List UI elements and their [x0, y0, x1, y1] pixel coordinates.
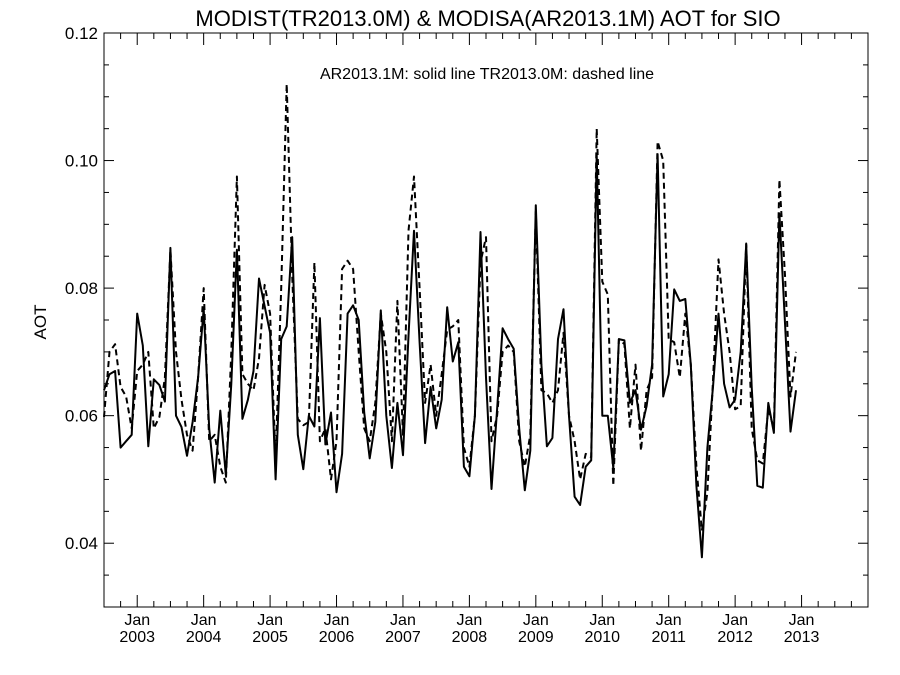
x-tick-label-year: 2005 [252, 629, 288, 646]
x-tick-label-month: Jan [324, 612, 350, 629]
plot-frame [103, 32, 869, 608]
x-tick-label-month: Jan [656, 612, 682, 629]
x-tick-label-year: 2007 [385, 629, 421, 646]
y-tick-label: 0.08 [65, 279, 98, 298]
x-tick-label-year: 2006 [319, 629, 355, 646]
line-style-annotation: AR2013.1M: solid line TR2013.0M: dashed … [320, 66, 654, 83]
x-tick-label-month: Jan [523, 612, 549, 629]
x-tick-label-month: Jan [456, 612, 482, 629]
x-tick-label-year: 2013 [784, 629, 820, 646]
series-layer [103, 83, 797, 559]
x-tick-label-year: 2011 [651, 629, 686, 646]
series-line-tr2013-dashed [103, 83, 797, 532]
x-tick-label-year: 2009 [518, 629, 554, 646]
y-tick-label: 0.04 [65, 534, 98, 553]
ticks-layer: 0.040.060.080.100.12Jan2003Jan2004Jan200… [65, 24, 868, 646]
chart-title: MODIST(TR2013.0M) & MODISA(AR2013.1M) AO… [195, 6, 780, 31]
x-tick-label-year: 2010 [584, 629, 620, 646]
x-tick-label-year: 2003 [119, 629, 155, 646]
x-tick-label-month: Jan [589, 612, 615, 629]
x-tick-label-month: Jan [124, 612, 150, 629]
series-line-ar2013-solid [103, 153, 797, 559]
x-tick-label-month: Jan [390, 612, 416, 629]
x-tick-label-year: 2004 [186, 629, 222, 646]
x-tick-label-month: Jan [257, 612, 283, 629]
y-axis-label: AOT [31, 305, 50, 340]
x-tick-label-month: Jan [191, 612, 217, 629]
x-tick-label-year: 2008 [452, 629, 488, 646]
y-tick-label: 0.12 [65, 24, 98, 43]
x-tick-label-month: Jan [789, 612, 815, 629]
x-tick-label-month: Jan [722, 612, 748, 629]
y-tick-label: 0.06 [65, 407, 98, 426]
x-tick-label-year: 2012 [717, 629, 753, 646]
y-tick-label: 0.10 [65, 152, 98, 171]
